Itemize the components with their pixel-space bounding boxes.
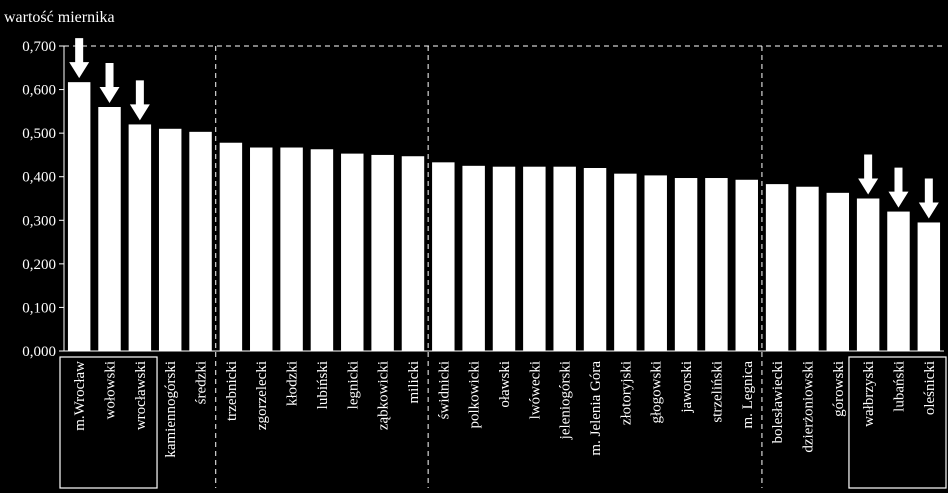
y-tick-label: 0,000 [22,344,56,360]
highlight-box [848,356,947,489]
bar [280,147,303,351]
highlight-box [59,356,158,489]
category-label: jeleniogórski [558,361,574,440]
bar [826,192,850,351]
category-label: kłodzki [285,361,301,406]
bar [887,211,910,351]
category-label: trzebnicki [224,361,240,421]
bar [523,166,546,351]
category-label: m. Jelenia Góra [588,361,604,456]
bar [128,124,152,351]
category-label: głogowski [649,361,665,424]
category-label: polkowicki [467,361,483,429]
bar [401,156,425,351]
group-dividers [64,45,944,488]
category-label: lubiński [315,361,331,409]
category-label: górowski [831,361,847,417]
category-label: lubański [891,361,907,412]
bar [250,147,273,351]
bar [67,82,91,352]
y-tick-label: 0,600 [22,83,56,99]
category-label: wałbrzyski [861,361,877,427]
bar [614,173,637,351]
bars [67,82,941,352]
bar [462,165,485,351]
category-label: złotoryjski [618,361,634,425]
bar [796,186,819,351]
category-label: m.Wrocław [72,361,88,431]
bar [735,179,758,351]
bar [765,184,789,351]
category-label: m. Legnica [740,361,756,429]
category-label: świdnicki [436,361,452,419]
bar [432,162,455,351]
y-tick-label: 0,500 [22,126,56,142]
category-label: oleśnicki [922,361,938,415]
bar [98,107,121,351]
category-label: oławski [497,361,513,408]
down-arrow-icon [858,154,879,195]
down-arrow-icon [888,167,909,208]
category-label: zgorzelecki [254,361,270,430]
bar [705,178,728,351]
bar [583,168,607,351]
highlight-arrows [69,38,939,219]
arrow-shape [918,178,939,219]
down-arrow-icon [99,63,120,103]
category-label: wołowski [103,361,119,419]
category-label: lwówecki [527,361,543,419]
y-tick-label: 0,100 [22,300,56,316]
category-label: legnicki [345,361,361,409]
bar [674,178,698,351]
category-label: bolesławiecki [770,361,786,443]
y-tick-label: 0,200 [22,257,56,273]
category-label: milicki [406,361,422,404]
bar [644,175,667,351]
bar [553,166,576,351]
bar [492,166,516,351]
arrow-shape [858,154,879,195]
arrow-shape [888,167,909,208]
category-label: dzierżoniowski [800,361,816,453]
category-label: strzeliński [709,361,725,423]
category-label: jaworski [679,361,695,414]
down-arrow-icon [69,38,90,79]
y-tick-label: 0,300 [22,213,56,229]
down-arrow-icon [918,178,939,219]
category-label: wrocławski [133,361,149,430]
category-label: średzki [194,361,210,404]
category-labels: m.Wrocław wołowski wrocławski kamiennogórsk… [72,361,938,458]
bar [158,128,182,351]
category-label: ząbkowicki [376,361,392,430]
y-tick-label: 0,400 [22,170,56,186]
bar [310,149,334,351]
arrow-shape [99,63,120,103]
bar [856,198,880,351]
y-axis-title: wartość miernika [4,9,115,26]
arrow-shape [69,38,90,79]
bar [371,154,394,351]
category-label: kamiennogórski [163,361,179,458]
arrow-shape [129,80,150,121]
bar [219,142,243,351]
bar [917,222,941,351]
down-arrow-icon [129,80,150,121]
y-tick-label: 0,700 [22,39,56,55]
y-axis: 0,000 0,100 0,200 0,300 0,400 0,500 0,600 0,700 [22,39,65,360]
bar [189,131,212,351]
bar [341,153,364,351]
highlight-boxes [59,356,947,489]
